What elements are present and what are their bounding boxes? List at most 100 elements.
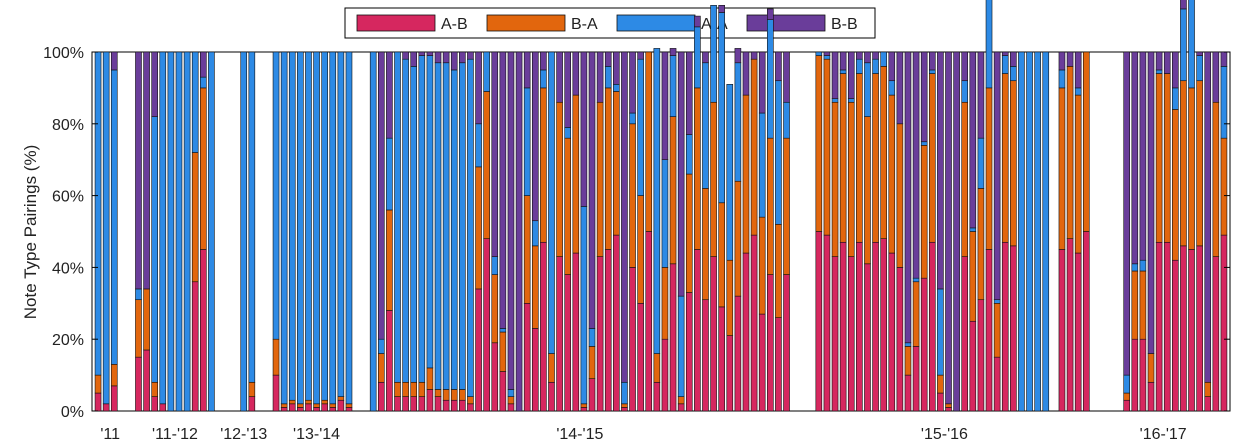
- bar-segment-b-a: [377, 353, 385, 383]
- bar-segment-a-a: [977, 137, 985, 189]
- bar-segment-a-b: [677, 403, 685, 412]
- bar-segment-a-a: [912, 277, 920, 283]
- bar-segment-a-b: [288, 403, 296, 412]
- bar-segment-b-b: [596, 51, 604, 103]
- bar-segment-a-a: [183, 51, 191, 412]
- bar-segment-b-a: [1147, 353, 1155, 383]
- bar-segment-b-b: [839, 51, 847, 71]
- bar-segment-b-b: [418, 51, 426, 56]
- y-tick-label: 0%: [61, 404, 84, 421]
- bar-segment-a-a: [450, 69, 458, 390]
- bar-segment-b-b: [110, 51, 118, 71]
- bar-segment-a-a: [507, 389, 515, 397]
- bar-segment-a-b: [937, 392, 944, 412]
- bar-segment-a-a: [467, 58, 474, 397]
- bar-segment-a-b: [1082, 231, 1090, 412]
- bar-segment-a-b: [985, 249, 993, 412]
- bar-segment-b-b: [742, 51, 750, 96]
- bar-segment-b-b: [734, 48, 742, 64]
- bar-segment-b-b: [1196, 51, 1203, 56]
- bar-segment-a-a: [604, 66, 612, 89]
- bar-segment-a-a: [280, 51, 288, 405]
- bar-segment-a-b: [912, 346, 920, 412]
- bar-segment-a-a: [815, 51, 823, 56]
- bar-segment-a-b: [459, 399, 466, 412]
- bar-segment-a-a: [718, 12, 725, 204]
- bar-segment-a-b: [580, 407, 588, 412]
- legend-swatch-a-a: [616, 14, 696, 32]
- bar-segment-b-b: [953, 51, 960, 412]
- bar-segment-a-b: [831, 256, 839, 412]
- bar-segment-a-b: [442, 399, 450, 412]
- bar-segment-a-b: [888, 252, 896, 412]
- bar-segment-b-b: [896, 51, 904, 125]
- bar-segment-b-b: [864, 51, 871, 64]
- bar-segment-a-b: [1155, 241, 1163, 412]
- bar-segment-b-a: [783, 137, 790, 275]
- bar-segment-a-a: [135, 288, 142, 301]
- bar-segment-a-b: [1074, 252, 1082, 412]
- bar-segment-b-b: [377, 51, 385, 340]
- bar-segment-b-b: [920, 51, 928, 143]
- season-label: '11-'12: [152, 426, 198, 443]
- bar-segment-a-a: [540, 69, 547, 89]
- bar-segment-a-a: [823, 55, 831, 60]
- bar-segment-a-a: [702, 62, 709, 189]
- bar-segment-b-b: [750, 51, 758, 60]
- bar-segment-a-a: [459, 62, 466, 390]
- bar-segment-b-a: [1155, 73, 1163, 243]
- bar-segment-b-a: [1163, 73, 1171, 243]
- bar-segment-b-b: [1163, 51, 1171, 74]
- bar-segment-a-b: [523, 302, 531, 412]
- bar-segment-a-a: [961, 80, 969, 103]
- bar-segment-b-b: [1066, 51, 1074, 67]
- bar-segment-a-a: [677, 295, 685, 397]
- bar-segment-b-b: [1180, 0, 1187, 10]
- bar-segment-b-b: [685, 51, 693, 135]
- bar-segment-a-b: [200, 249, 207, 412]
- bar-segment-a-a: [248, 51, 256, 383]
- bar-segment-a-b: [1010, 245, 1017, 412]
- bar-segment-a-b: [135, 356, 142, 412]
- bar-segment-a-b: [1123, 399, 1130, 412]
- bar-segment-b-b: [450, 51, 458, 71]
- bar-segment-b-b: [637, 51, 644, 60]
- bar-segment-b-b: [1074, 51, 1082, 89]
- bar-segment-a-b: [1139, 338, 1147, 412]
- bar-segment-b-b: [718, 5, 725, 13]
- legend-label: B-A: [571, 16, 598, 33]
- bar-segment-a-b: [596, 256, 604, 412]
- bar-segment-a-a: [588, 328, 596, 347]
- bar-segment-a-b: [467, 403, 474, 412]
- bar-segment-b-a: [556, 101, 563, 257]
- bar-segment-a-b: [1196, 245, 1203, 412]
- bar-segment-b-a: [758, 216, 766, 315]
- bar-segment-a-a: [491, 256, 499, 275]
- season-label: '15-'16: [921, 426, 968, 443]
- plot-frame: [91, 51, 1231, 412]
- bar-segment-a-a: [337, 51, 345, 397]
- legend-label: B-B: [831, 16, 858, 33]
- bar-segment-a-b: [661, 338, 669, 412]
- bar-segment-a-a: [637, 58, 644, 196]
- bar-segment-b-a: [1180, 80, 1187, 247]
- bar-segment-b-a: [1082, 51, 1090, 232]
- bar-segment-a-b: [920, 277, 928, 412]
- bar-segment-b-a: [475, 166, 482, 290]
- bar-segment-a-b: [272, 374, 280, 412]
- bar-segment-b-b: [904, 51, 912, 344]
- bar-segment-a-a: [208, 51, 215, 412]
- bar-segment-a-a: [442, 62, 450, 390]
- bar-segment-b-b: [677, 51, 685, 297]
- bar-segment-a-a: [418, 55, 426, 383]
- bar-segment-a-b: [402, 396, 409, 412]
- bar-segment-a-b: [872, 241, 879, 412]
- bar-segment-a-a: [920, 141, 928, 146]
- bar-segment-a-b: [847, 256, 855, 412]
- bar-segment-b-a: [248, 381, 256, 397]
- bar-segment-a-a: [758, 112, 766, 218]
- bar-segment-b-a: [426, 367, 434, 390]
- bar-segment-b-a: [442, 389, 450, 401]
- bar-segment-a-a: [613, 84, 620, 92]
- bar-segment-b-b: [410, 51, 418, 67]
